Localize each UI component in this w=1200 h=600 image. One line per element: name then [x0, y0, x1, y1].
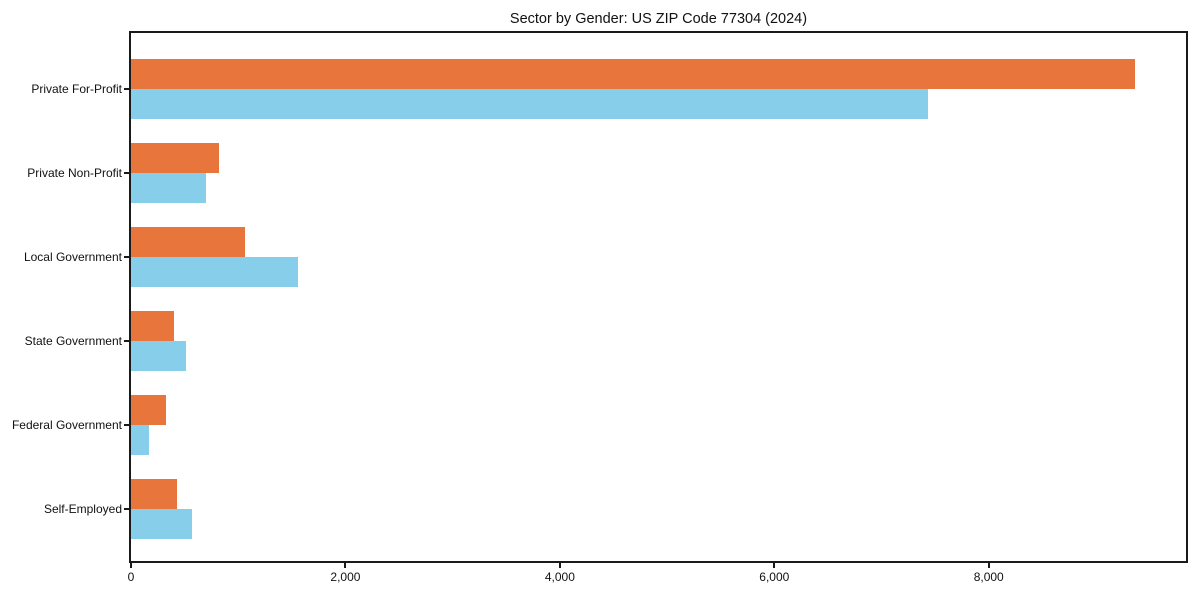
- x-tick-mark: [773, 563, 776, 568]
- bar-male-5: [131, 479, 178, 509]
- y-tick-mark: [124, 508, 129, 510]
- y-category-label: Self-Employed: [43, 502, 122, 516]
- y-category-label: Private For-Profit: [31, 82, 122, 96]
- bar-female-0: [131, 89, 928, 119]
- y-category-label: Private Non-Profit: [27, 166, 122, 180]
- x-tick-label: 6,000: [759, 570, 790, 584]
- bars-layer: [131, 33, 1186, 561]
- bar-female-4: [131, 425, 149, 455]
- x-tick-label: 8,000: [973, 570, 1004, 584]
- bar-male-3: [131, 311, 174, 341]
- bar-male-2: [131, 227, 245, 257]
- bar-male-0: [131, 59, 1135, 89]
- y-category-label: Local Government: [23, 250, 122, 264]
- y-category-label: Federal Government: [11, 418, 122, 432]
- x-tick-label: 0: [127, 570, 135, 584]
- bar-male-1: [131, 143, 219, 173]
- y-tick-mark: [124, 172, 129, 174]
- x-tick-mark: [987, 563, 990, 568]
- y-tick-mark: [124, 424, 129, 426]
- bar-female-3: [131, 341, 186, 371]
- y-tick-mark: [124, 340, 129, 342]
- y-tick-mark: [124, 256, 129, 258]
- bar-female-5: [131, 509, 193, 539]
- bar-female-1: [131, 173, 207, 203]
- bar-female-2: [131, 257, 299, 287]
- x-tick-mark: [344, 563, 347, 568]
- chart-title: Sector by Gender: US ZIP Code 77304 (202…: [509, 11, 808, 27]
- x-tick-label: 4,000: [544, 570, 575, 584]
- x-tick-label: 2,000: [330, 570, 361, 584]
- x-tick-mark: [130, 563, 132, 568]
- x-tick-mark: [558, 563, 561, 568]
- bar-male-4: [131, 395, 167, 425]
- y-tick-mark: [124, 88, 129, 90]
- plot-area: Male Female: [129, 31, 1188, 563]
- y-category-label: State Government: [24, 334, 122, 348]
